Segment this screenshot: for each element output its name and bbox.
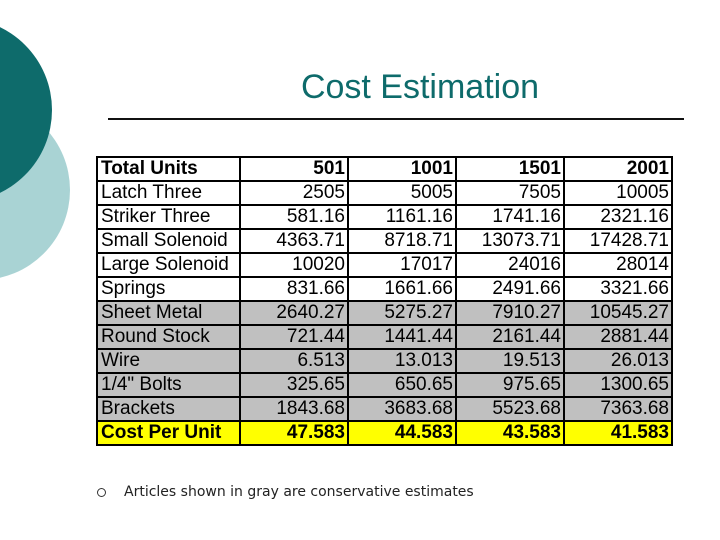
cost-table: Total Units 501 1001 1501 2001 Latch Three 250…: [96, 156, 673, 446]
cell-value: 1741.16: [455, 204, 565, 230]
footnote-text: Articles shown in gray are conservative …: [124, 484, 474, 500]
row-label: 1/4" Bolts: [96, 372, 241, 398]
cell-value: 17017: [347, 252, 457, 278]
cell-value: 17428.71: [563, 228, 673, 254]
cell-value: 2491.66: [455, 276, 565, 302]
row-label: Cost Per Unit: [96, 420, 241, 446]
footnote: Articles shown in gray are conservative …: [97, 484, 474, 500]
slide-title: Cost Estimation: [300, 68, 540, 106]
cell-value: 28014: [563, 252, 673, 278]
cell-value: 43.583: [455, 420, 565, 446]
cell-value: 581.16: [239, 204, 349, 230]
cell-value: 2321.16: [563, 204, 673, 230]
cell-value: 2640.27: [239, 300, 349, 326]
cell-value: 7910.27: [455, 300, 565, 326]
cell-value: 47.583: [239, 420, 349, 446]
cell-value: 10020: [239, 252, 349, 278]
row-label: Large Solenoid: [96, 252, 241, 278]
table-row: Latch Three 2505 5005 7505 10005: [96, 180, 673, 206]
cell-value: 2505: [239, 180, 349, 206]
table-row: 1/4" Bolts 325.65 650.65 975.65 1300.65: [96, 372, 673, 398]
cell-value: 7363.68: [563, 396, 673, 422]
cell-value: 1441.44: [347, 324, 457, 350]
cell-value: 3321.66: [563, 276, 673, 302]
table-row: Small Solenoid 4363.71 8718.71 13073.71 1742…: [96, 228, 673, 254]
cell-value: 13.013: [347, 348, 457, 374]
cell-value: 5523.68: [455, 396, 565, 422]
cell-value: 2881.44: [563, 324, 673, 350]
cell-value: 1843.68: [239, 396, 349, 422]
cell-value: 1661.66: [347, 276, 457, 302]
header-row: Total Units 501 1001 1501 2001: [96, 156, 673, 182]
cell-value: 10545.27: [563, 300, 673, 326]
cell-value: 4363.71: [239, 228, 349, 254]
row-label: Brackets: [96, 396, 241, 422]
row-label: Small Solenoid: [96, 228, 241, 254]
cell-value: 5275.27: [347, 300, 457, 326]
title-divider: [108, 118, 684, 120]
cell-value: 26.013: [563, 348, 673, 374]
cell-value: 24016: [455, 252, 565, 278]
cell-value: 8718.71: [347, 228, 457, 254]
bullet-icon: [97, 487, 106, 497]
row-label: Latch Three: [96, 180, 241, 206]
cell-value: 13073.71: [455, 228, 565, 254]
column-header: 1001: [347, 156, 457, 182]
table-row: Sheet Metal 2640.27 5275.27 7910.27 10545.27: [96, 300, 673, 326]
header-label: Total Units: [96, 156, 241, 182]
cell-value: 19.513: [455, 348, 565, 374]
row-label: Springs: [96, 276, 241, 302]
cell-value: 3683.68: [347, 396, 457, 422]
row-label: Wire: [96, 348, 241, 374]
cell-value: 10005: [563, 180, 673, 206]
cell-value: 975.65: [455, 372, 565, 398]
cell-value: 44.583: [347, 420, 457, 446]
decorative-circles: [0, 27, 70, 278]
cell-value: 7505: [455, 180, 565, 206]
row-label: Striker Three: [96, 204, 241, 230]
dark-teal-circle: [0, 27, 52, 193]
cell-value: 650.65: [347, 372, 457, 398]
cell-value: 1161.16: [347, 204, 457, 230]
cell-value: 6.513: [239, 348, 349, 374]
table-row: Springs 831.66 1661.66 2491.66 3321.66: [96, 276, 673, 302]
cell-value: 5005: [347, 180, 457, 206]
cell-value: 325.65: [239, 372, 349, 398]
cell-value: 2161.44: [455, 324, 565, 350]
cell-value: 721.44: [239, 324, 349, 350]
row-label: Round Stock: [96, 324, 241, 350]
cell-value: 1300.65: [563, 372, 673, 398]
column-header: 501: [239, 156, 349, 182]
table-row: Brackets 1843.68 3683.68 5523.68 7363.68: [96, 396, 673, 422]
table-row: Wire 6.513 13.013 19.513 26.013: [96, 348, 673, 374]
total-row: Cost Per Unit 47.583 44.583 43.583 41.583: [96, 420, 673, 446]
column-header: 1501: [455, 156, 565, 182]
cell-value: 41.583: [563, 420, 673, 446]
table-row: Large Solenoid 10020 17017 24016 28014: [96, 252, 673, 278]
row-label: Sheet Metal: [96, 300, 241, 326]
table-row: Round Stock 721.44 1441.44 2161.44 2881.44: [96, 324, 673, 350]
cell-value: 831.66: [239, 276, 349, 302]
column-header: 2001: [563, 156, 673, 182]
table-row: Striker Three 581.16 1161.16 1741.16 2321.16: [96, 204, 673, 230]
